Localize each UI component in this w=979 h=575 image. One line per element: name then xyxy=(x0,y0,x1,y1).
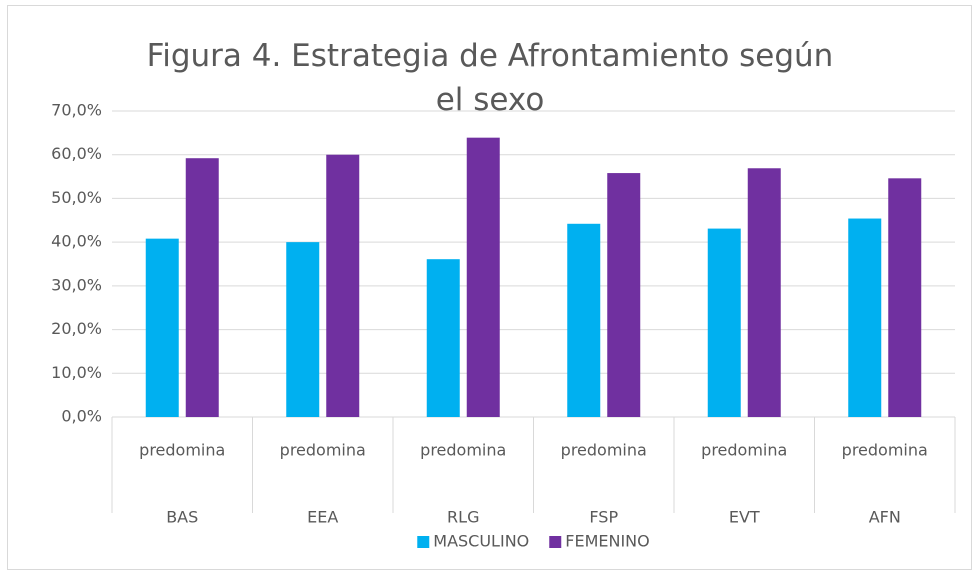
chart-title: Figura 4. Estrategia de Afrontamiento se… xyxy=(146,38,834,118)
y-tick-label: 70,0% xyxy=(51,101,102,120)
bar xyxy=(426,259,460,417)
x-tick-label: BAS xyxy=(166,508,198,527)
bar xyxy=(607,173,641,417)
bar xyxy=(848,218,882,417)
y-tick-label: 20,0% xyxy=(51,319,102,338)
bar xyxy=(747,168,781,417)
y-tick-label: 30,0% xyxy=(51,275,102,294)
bar xyxy=(145,238,179,417)
legend-swatch xyxy=(549,536,562,548)
x-tick-label: AFN xyxy=(869,508,901,527)
x-subcategory-label: predomina xyxy=(561,441,647,460)
bar xyxy=(286,242,320,417)
y-tick-label: 0,0% xyxy=(61,407,102,426)
x-subcategory-label: predomina xyxy=(842,441,928,460)
y-tick-label: 50,0% xyxy=(51,188,102,207)
legend-swatch xyxy=(417,536,430,548)
bar xyxy=(185,158,219,417)
x-subcategory-label: predomina xyxy=(139,441,225,460)
x-subcategory-label: predomina xyxy=(420,441,506,460)
bar xyxy=(888,178,922,417)
x-tick-label: EEA xyxy=(307,508,338,527)
y-tick-label: 40,0% xyxy=(51,232,102,251)
bar xyxy=(567,223,601,417)
bar xyxy=(326,154,360,417)
y-tick-label: 10,0% xyxy=(51,363,102,382)
bar xyxy=(466,137,500,417)
y-tick-label: 60,0% xyxy=(51,144,102,163)
legend-label: MASCULINO xyxy=(433,532,529,551)
x-subcategory-label: predomina xyxy=(701,441,787,460)
legend-label: FEMENINO xyxy=(565,532,649,551)
x-tick-label: EVT xyxy=(729,508,760,527)
x-subcategory-label: predomina xyxy=(280,441,366,460)
bar xyxy=(707,228,741,417)
x-tick-label: RLG xyxy=(447,508,479,527)
x-tick-label: FSP xyxy=(589,508,618,527)
